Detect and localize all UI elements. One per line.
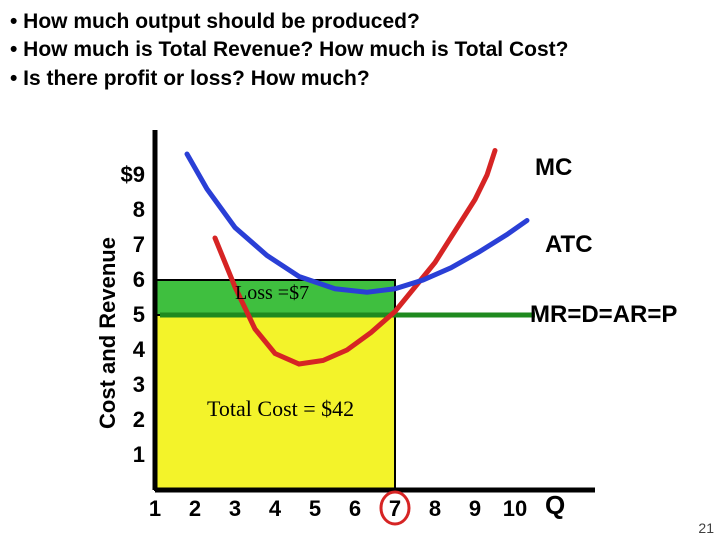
x-tick: 10 bbox=[503, 496, 527, 522]
x-tick: 2 bbox=[189, 496, 201, 522]
atc-label: ATC bbox=[545, 231, 593, 259]
mr-label: MR=D=AR=P bbox=[530, 301, 677, 329]
x-tick: 8 bbox=[429, 496, 441, 522]
x-tick: 9 bbox=[469, 496, 481, 522]
loss-annotation: Loss =$7 bbox=[235, 282, 309, 305]
question-line-3: • Is there profit or loss? How much? bbox=[10, 65, 710, 93]
x-tick: 1 bbox=[149, 496, 161, 522]
mc-label: MC bbox=[535, 154, 572, 182]
question-line-1: • How much output should be produced? bbox=[10, 8, 710, 36]
x-tick: 4 bbox=[269, 496, 281, 522]
y-tick: 5 bbox=[115, 302, 145, 328]
x-tick: 6 bbox=[349, 496, 361, 522]
x-tick: 7 bbox=[389, 496, 401, 522]
y-tick: 2 bbox=[115, 407, 145, 433]
x-tick: 5 bbox=[309, 496, 321, 522]
x-axis-label: Q bbox=[545, 490, 565, 521]
question-line-2: • How much is Total Revenue? How much is… bbox=[10, 36, 710, 64]
page-number: 21 bbox=[698, 520, 714, 536]
question-header: • How much output should be produced? • … bbox=[0, 0, 720, 97]
y-tick: 7 bbox=[115, 232, 145, 258]
y-tick: 3 bbox=[115, 372, 145, 398]
chart-container: Cost and Revenue $98765432112345678910QM… bbox=[60, 120, 700, 530]
y-tick: $9 bbox=[115, 162, 145, 188]
y-tick: 6 bbox=[115, 267, 145, 293]
y-tick: 8 bbox=[115, 197, 145, 223]
y-tick: 1 bbox=[115, 442, 145, 468]
chart-svg bbox=[60, 120, 700, 540]
x-tick: 3 bbox=[229, 496, 241, 522]
y-tick: 4 bbox=[115, 337, 145, 363]
total-cost-annotation: Total Cost = $42 bbox=[207, 396, 354, 422]
